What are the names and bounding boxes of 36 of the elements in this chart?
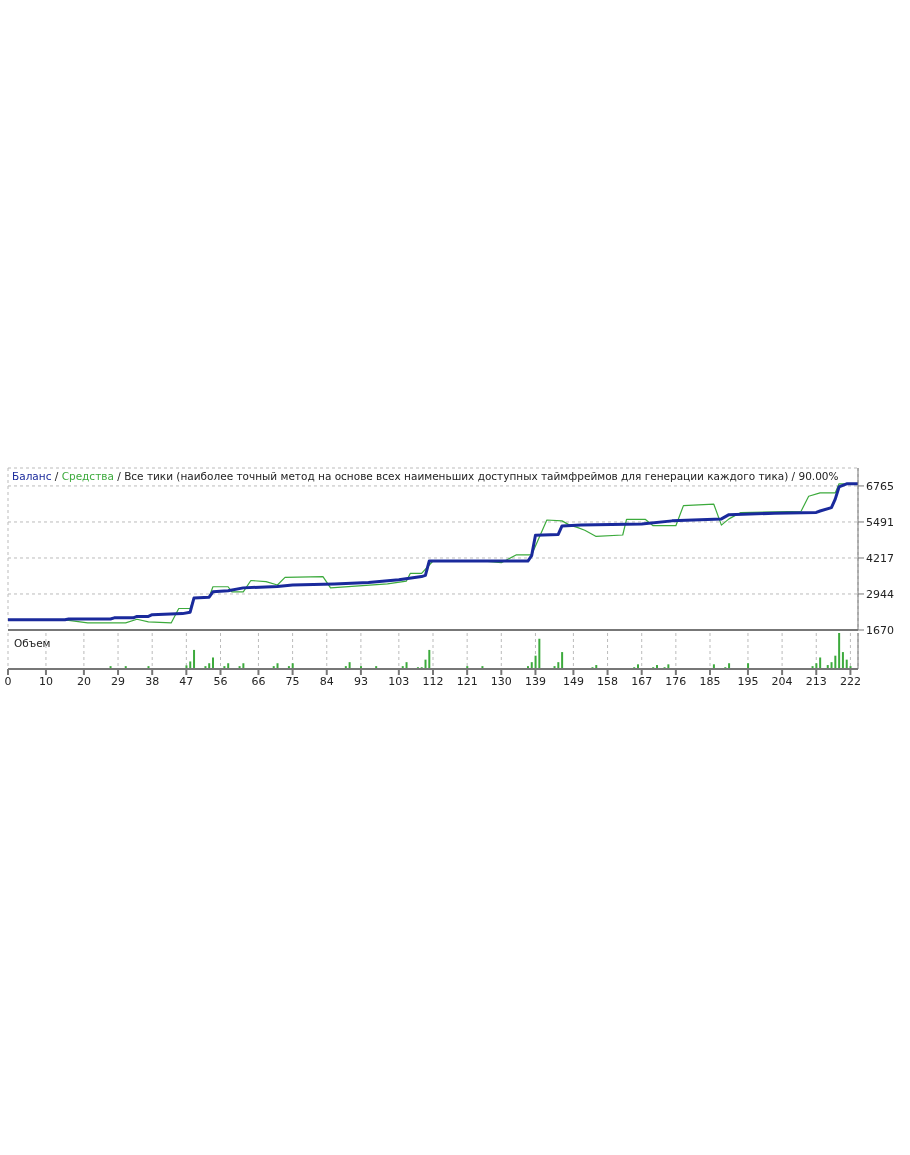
x-tick-label: 47 [179, 674, 194, 688]
x-tick-label: 103 [388, 674, 410, 688]
x-tick-label: 185 [699, 674, 721, 688]
x-tick-label: 66 [251, 674, 266, 688]
x-tick-label: 112 [422, 674, 444, 688]
x-tick-label: 121 [456, 674, 478, 688]
x-tick-label: 84 [319, 674, 334, 688]
x-tick-label: 149 [562, 674, 584, 688]
y-tick-label: 6765 [866, 479, 894, 493]
chart-title: Объем [14, 637, 51, 649]
text: Баланс [12, 470, 52, 482]
x-tick-label: 195 [737, 674, 759, 688]
chart-title: Все тики (наиболее точный метод на основе всех наименьших доступных таймфреймов для генерации каждого тика) / 90.00% [124, 470, 839, 482]
x-tick-label: 93 [353, 674, 368, 688]
x-tick-label: 213 [805, 674, 827, 688]
x-tick-label: 20 [76, 674, 91, 688]
x-tick-label: 10 [38, 674, 53, 688]
x-tick-label: 167 [631, 674, 653, 688]
x-tick-label: 204 [771, 674, 793, 688]
y-tick-label: 4217 [866, 551, 894, 565]
x-tick-label: 0 [4, 674, 12, 688]
y-tick-label: 5491 [866, 515, 894, 529]
x-tick-label: 75 [285, 674, 300, 688]
x-tick-label: 158 [597, 674, 619, 688]
annotation: / [54, 470, 59, 482]
x-tick-label: 29 [111, 674, 126, 688]
x-tick-label: 222 [839, 674, 861, 688]
y-tick-label: 2944 [866, 587, 894, 601]
text: Средства [61, 470, 114, 482]
y-tick-label: 1670 [866, 623, 894, 637]
x-tick-label: 139 [524, 674, 546, 688]
x-tick-label: 38 [145, 674, 160, 688]
text: / [117, 470, 121, 482]
x-tick-label: 56 [213, 674, 228, 688]
x-tick-label: 176 [665, 674, 687, 688]
x-tick-label: 130 [490, 674, 512, 688]
